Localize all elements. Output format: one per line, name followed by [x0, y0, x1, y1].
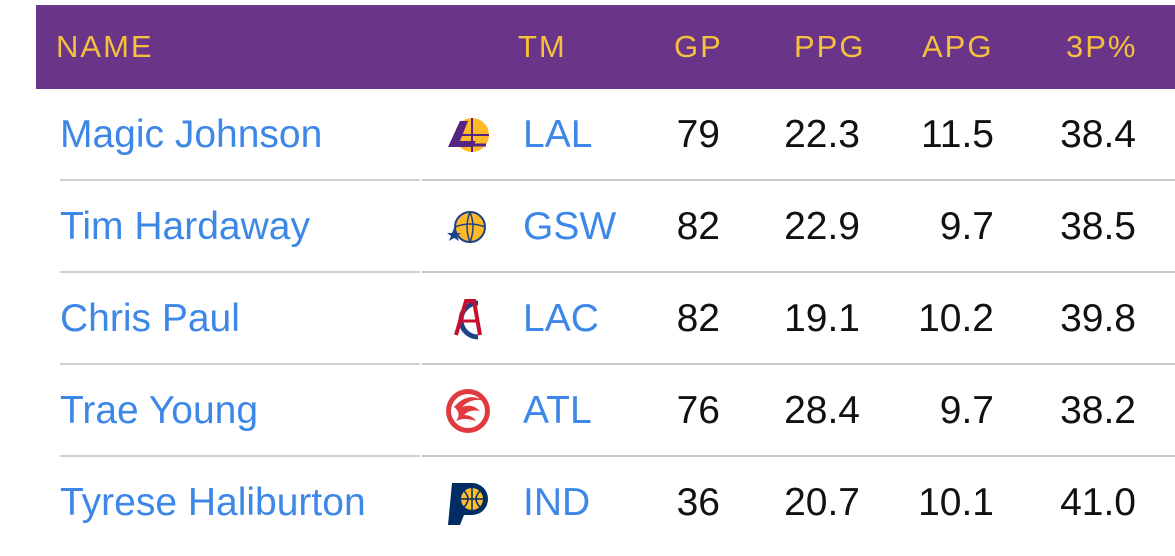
table-header: NAME TM GP PPG APG 3P%: [36, 5, 1175, 89]
row-divider: [60, 179, 420, 181]
clippers-logo-icon: [442, 293, 494, 345]
points-per-game-value: 22.3: [784, 113, 860, 156]
player-name-link[interactable]: Trae Young: [60, 389, 259, 432]
games-played-value: 82: [676, 297, 720, 340]
row-divider: [422, 271, 1175, 273]
assists-per-game-value: 11.5: [920, 113, 994, 156]
three-point-pct-value: 39.8: [1060, 297, 1136, 340]
row-divider: [60, 363, 420, 365]
points-per-game-value: 22.9: [784, 205, 860, 248]
team-abbr-link[interactable]: GSW: [523, 205, 617, 248]
assists-per-game-value: 10.2: [918, 297, 994, 340]
three-point-pct-value: 38.2: [1060, 389, 1136, 432]
team-abbr-link[interactable]: LAC: [523, 297, 599, 340]
games-played-value: 82: [676, 205, 720, 248]
player-name-link[interactable]: Tyrese Haliburton: [60, 481, 366, 524]
column-header-team[interactable]: TM: [518, 29, 567, 64]
pacers-logo-icon: [442, 477, 494, 529]
table-row: Tyrese Haliburton IND 36 20.7 10.1 41.0: [36, 457, 1175, 549]
table-row: Tim Hardaway GSW 82 22.9 9.7 38.5: [36, 181, 1175, 273]
column-header-3p-pct[interactable]: 3P%: [1066, 29, 1138, 64]
column-header-apg[interactable]: APG: [922, 29, 994, 64]
games-played-value: 79: [676, 113, 720, 156]
games-played-value: 76: [676, 389, 720, 432]
hawks-logo-icon: [442, 385, 494, 437]
player-name-link[interactable]: Magic Johnson: [60, 113, 323, 156]
assists-per-game-value: 9.7: [939, 389, 994, 432]
row-divider: [422, 455, 1175, 457]
team-abbr-link[interactable]: ATL: [523, 389, 592, 432]
team-abbr-link[interactable]: LAL: [523, 113, 593, 156]
points-per-game-value: 28.4: [784, 389, 860, 432]
three-point-pct-value: 41.0: [1060, 481, 1136, 524]
lakers-logo-icon: [442, 109, 494, 161]
stats-table: NAME TM GP PPG APG 3P% Magic Johnson LAL…: [36, 5, 1175, 549]
row-divider: [422, 179, 1175, 181]
three-point-pct-value: 38.4: [1060, 113, 1136, 156]
assists-per-game-value: 9.7: [939, 205, 994, 248]
column-header-ppg[interactable]: PPG: [794, 29, 866, 64]
player-name-link[interactable]: Chris Paul: [60, 297, 240, 340]
table-row: Magic Johnson LAL 79 22.3 11.5 38.4: [36, 89, 1175, 181]
row-divider: [422, 363, 1175, 365]
table-row: Chris Paul LAC 82 19.1 10.2 39.8: [36, 273, 1175, 365]
points-per-game-value: 20.7: [784, 481, 860, 524]
team-abbr-link[interactable]: IND: [523, 481, 591, 524]
assists-per-game-value: 10.1: [918, 481, 994, 524]
games-played-value: 36: [676, 481, 720, 524]
player-name-link[interactable]: Tim Hardaway: [60, 205, 310, 248]
row-divider: [60, 271, 420, 273]
row-divider: [60, 455, 420, 457]
warriors-logo-icon: [442, 201, 494, 253]
three-point-pct-value: 38.5: [1060, 205, 1136, 248]
column-header-gp[interactable]: GP: [674, 29, 723, 64]
table-row: Trae Young ATL 76 28.4 9.7 38.2: [36, 365, 1175, 457]
points-per-game-value: 19.1: [784, 297, 860, 340]
column-header-name[interactable]: NAME: [56, 29, 154, 64]
